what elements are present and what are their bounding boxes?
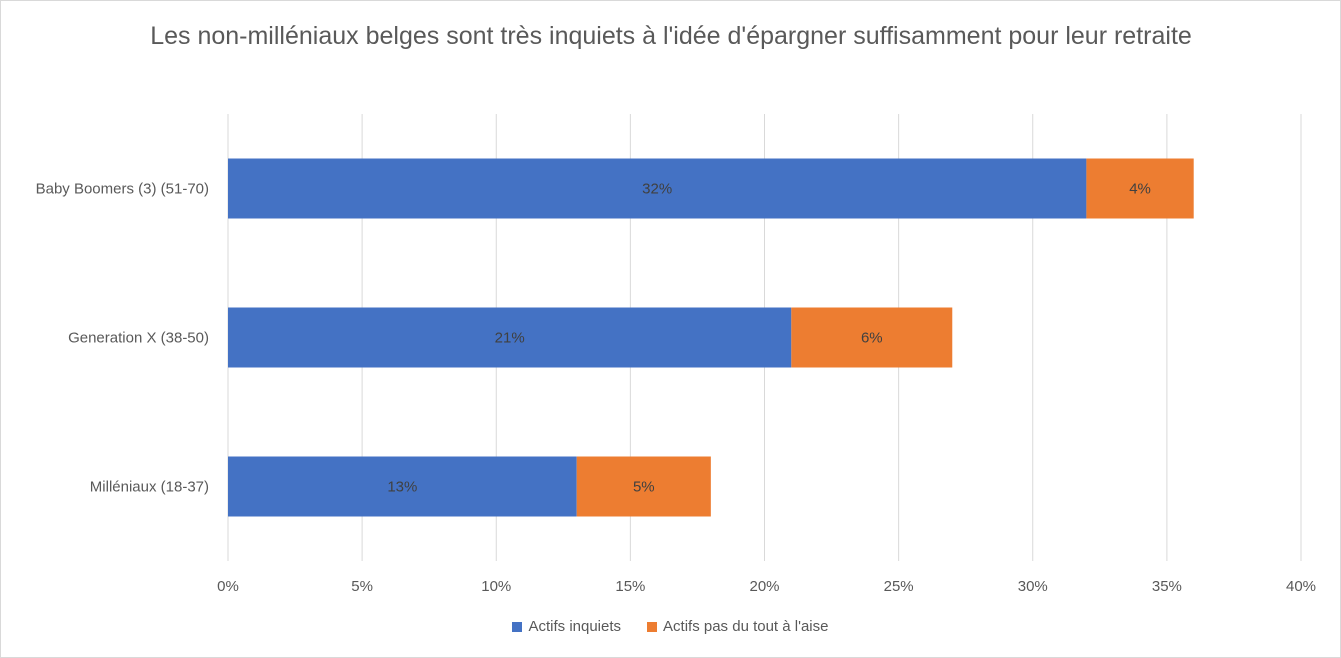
- chart-title: Les non-milléniaux belges sont très inqu…: [150, 22, 1192, 50]
- category-label: Baby Boomers (3) (51-70): [36, 181, 209, 198]
- data-label-actifs-pas-du-tout-a-l-aise: 5%: [633, 479, 655, 496]
- data-label-actifs-inquiets: 32%: [642, 181, 672, 198]
- bar-actifs-pas-du-tout-a-l-aise-baby-boomers-3-51-70: [1086, 158, 1194, 219]
- data-label-actifs-inquiets: 13%: [387, 479, 417, 496]
- legend-swatch-actifs-inquiets: [512, 621, 523, 632]
- data-label-actifs-pas-du-tout-a-l-aise: 6%: [861, 330, 883, 347]
- chart-legend: Actifs inquiets Actifs pas du tout à l'a…: [1, 618, 1340, 635]
- data-label-actifs-pas-du-tout-a-l-aise: 4%: [1129, 181, 1151, 198]
- x-tick-label: 25%: [884, 578, 914, 595]
- legend-label-actifs-inquiets: Actifs inquiets: [528, 618, 622, 635]
- x-tick-label: 20%: [749, 578, 779, 595]
- x-tick-label: 15%: [615, 578, 645, 595]
- x-tick-label: 30%: [1018, 578, 1048, 595]
- category-label: Generation X (38-50): [68, 330, 209, 347]
- legend-swatch-actifs-pas-du-tout-a-l-aise: [647, 621, 658, 632]
- legend-label-actifs-pas-du-tout-a-l-aise: Actifs pas du tout à l'aise: [663, 618, 829, 635]
- legend-item-actifs-inquiets: Actifs inquiets: [512, 618, 621, 635]
- legend-item-actifs-pas-du-tout-a-l-aise: Actifs pas du tout à l'aise: [647, 618, 829, 635]
- bar-actifs-pas-du-tout-a-l-aise-milleniaux-18-37: [576, 456, 711, 517]
- bar-actifs-pas-du-tout-a-l-aise-generation-x-38-50: [791, 307, 953, 368]
- bar-actifs-inquiets-baby-boomers-3-51-70: [228, 158, 1087, 219]
- x-tick-label: 40%: [1286, 578, 1316, 595]
- data-label-actifs-inquiets: 21%: [495, 330, 525, 347]
- x-tick-label: 35%: [1152, 578, 1182, 595]
- bar-actifs-inquiets-milleniaux-18-37: [228, 456, 577, 517]
- category-label: Milléniaux (18-37): [90, 479, 209, 496]
- bar-actifs-inquiets-generation-x-38-50: [228, 307, 792, 368]
- x-tick-label: 5%: [351, 578, 373, 595]
- x-tick-label: 0%: [217, 578, 239, 595]
- x-tick-label: 10%: [481, 578, 511, 595]
